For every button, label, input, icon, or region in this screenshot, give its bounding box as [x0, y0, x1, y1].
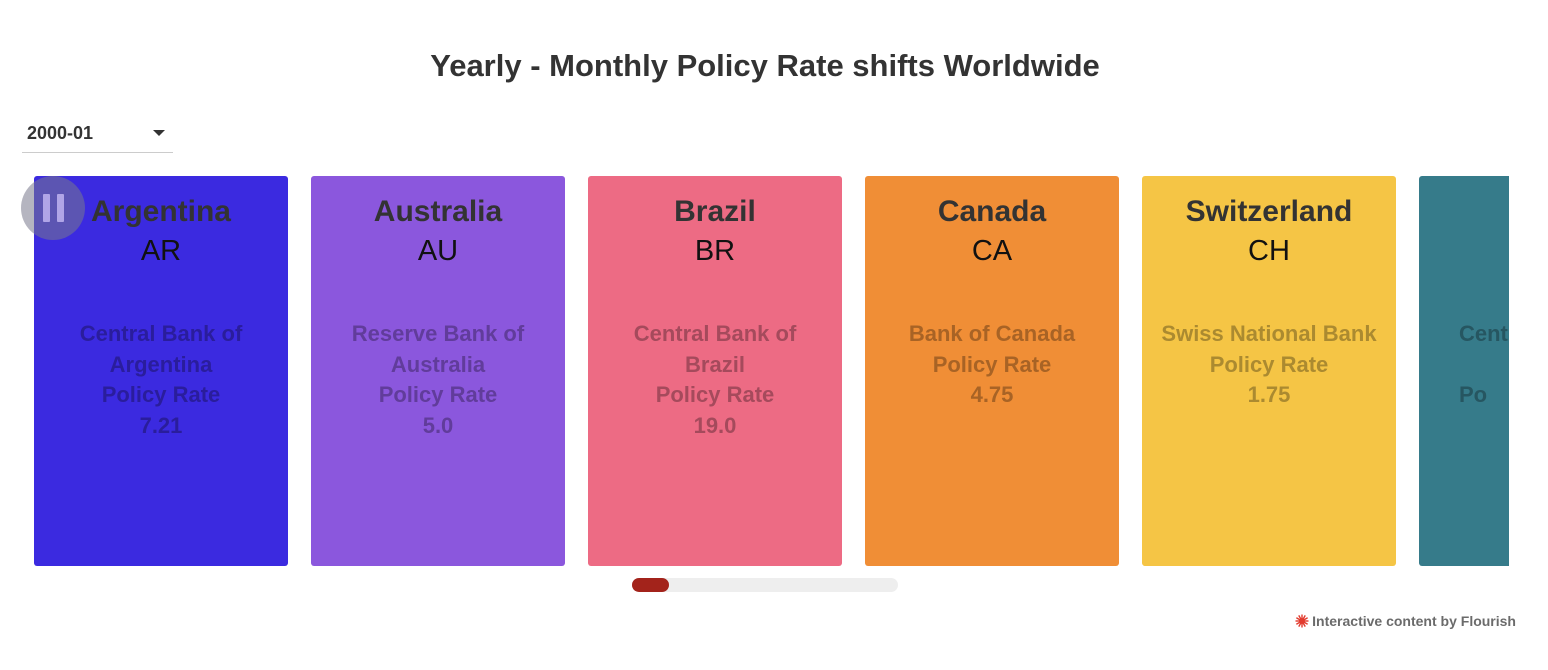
card-country-code: AR — [140, 235, 182, 267]
card-country-name: Switzerland — [1185, 195, 1353, 228]
flourish-credit-link[interactable]: Interactive content by Flourish — [1295, 613, 1516, 629]
cards-viewport[interactable]: Argentina AR Central Bank of Argentina Pol… — [34, 176, 1509, 566]
pause-icon — [43, 194, 50, 222]
card-rate-value: 1.75 — [1247, 382, 1291, 407]
card-bank-name: Cent Po — [1459, 321, 1508, 407]
card-country-name: Brazil — [674, 195, 756, 228]
card-country-name: Argentina — [90, 195, 231, 228]
card-bank-name: Central Bank of Brazil Policy Rate — [633, 321, 797, 407]
card-rate-value: 5.0 — [422, 412, 454, 438]
page-title: Yearly - Monthly Policy Rate shifts Worl… — [430, 48, 1100, 83]
flourish-logo-icon — [1295, 614, 1309, 628]
card-bank-name: Central Bank of Argentina Policy Rate — [79, 321, 243, 407]
pause-icon — [57, 194, 64, 222]
country-card[interactable]: Argentina AR Central Bank of Argentina Pol… — [34, 176, 288, 566]
date-select[interactable]: 2000-01 — [22, 117, 173, 153]
date-select-value: 2000-01 — [27, 123, 94, 143]
cards-track: Argentina AR Central Bank of Argentina Pol… — [34, 176, 1509, 566]
credit-text: Interactive content by Flourish — [1312, 613, 1516, 629]
card-rate-value: 19.0 — [693, 412, 737, 438]
card-country-code: CA — [971, 235, 1013, 267]
scrollbar-thumb[interactable] — [632, 578, 669, 592]
card-country-name: Canada — [937, 195, 1047, 228]
country-card[interactable]: Canada CA Bank of Canada Policy Rate 4.75 — [865, 176, 1119, 566]
card-country-code: AU — [417, 235, 459, 267]
country-card[interactable]: Switzerland CH Swiss National Bank Policy … — [1142, 176, 1396, 566]
card-country-code — [1419, 233, 1509, 269]
pause-button[interactable] — [21, 176, 85, 240]
chevron-down-icon — [153, 130, 165, 136]
card-country-name — [1419, 194, 1509, 230]
card-bank-name: Bank of Canada Policy Rate — [908, 321, 1076, 377]
country-card[interactable]: Cent Po — [1419, 176, 1509, 566]
card-country-code: BR — [694, 235, 736, 267]
card-country-code: CH — [1248, 235, 1290, 267]
country-card[interactable]: Australia AU Reserve Bank of Australia Pol… — [311, 176, 565, 566]
card-rate-value: 7.21 — [139, 412, 183, 438]
card-bank-name: Reserve Bank of Australia Policy Rate — [351, 321, 525, 407]
carousel-scrollbar[interactable] — [632, 578, 898, 592]
card-bank-name: Swiss National Bank Policy Rate — [1161, 321, 1377, 377]
card-country-name: Australia — [373, 195, 503, 228]
country-card[interactable]: Brazil BR Central Bank of Brazil Policy Ra… — [588, 176, 842, 566]
card-rate-value: 4.75 — [970, 382, 1014, 407]
